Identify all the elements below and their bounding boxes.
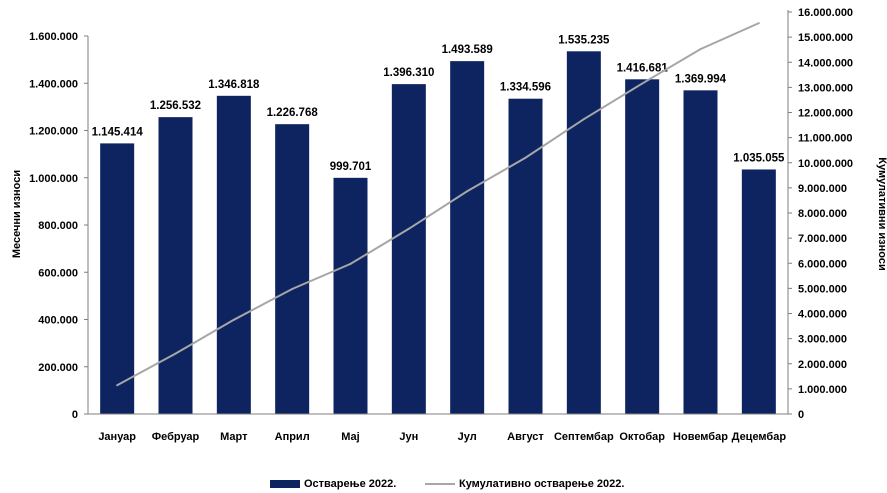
line-point: [116, 384, 119, 387]
left-tick-label: 200.000: [38, 362, 78, 374]
cumulative-line: [116, 22, 760, 387]
category-labels: Јануар Фебруар Март Април Мај Јун Јул Август Сеп…: [98, 431, 786, 443]
bar-data-label: 1.346.818: [208, 79, 260, 91]
left-tick-label: 1.000.000: [29, 173, 78, 185]
left-tick-label: 1.200.000: [29, 126, 78, 138]
left-tick-label: 400.000: [38, 315, 78, 327]
bar: [158, 117, 193, 414]
line-point: [407, 227, 410, 230]
bar-data-label: 1.145.414: [92, 126, 144, 138]
left-tick-label: 0: [72, 409, 78, 421]
legend-label-bar: Остварење 2022.: [304, 478, 397, 490]
left-tick-label: 1.600.000: [29, 31, 78, 43]
line-point: [699, 48, 702, 51]
bar: [683, 90, 718, 414]
bar-data-label: 1.334.596: [500, 82, 551, 94]
bar-data-label: 1.369.994: [675, 73, 727, 85]
left-axis-ticks: 0 200.000 400.000 600.000 800.000 1.000.000 1.…: [29, 31, 88, 421]
bar: [216, 95, 251, 415]
axes: [87, 10, 789, 415]
category-label: Новембар: [673, 431, 728, 443]
right-tick-label: 1.000.000: [798, 384, 847, 396]
category-label: Децембар: [732, 431, 787, 443]
line-point: [232, 318, 235, 321]
category-label: Март: [220, 431, 248, 443]
line-point: [757, 22, 760, 25]
bar-data-label: 1.256.532: [150, 100, 201, 112]
category-label: Јун: [399, 431, 418, 443]
right-tick-label: 13.000.000: [798, 82, 853, 94]
category-label: Јануар: [98, 431, 136, 443]
bar: [333, 177, 368, 414]
line-point: [641, 82, 644, 85]
category-label: Фебруар: [152, 431, 200, 443]
category-label: Мај: [341, 431, 359, 443]
right-axis-title: Кумулативни износи: [876, 157, 887, 270]
legend-item-bar: Остварење 2022.: [270, 478, 396, 490]
bar: [508, 98, 543, 415]
left-tick-label: 1.400.000: [29, 78, 78, 90]
line-point: [174, 352, 177, 355]
bar-data-label: 1.416.681: [617, 62, 669, 74]
bar-series: 1.145.414 1.256.532 1.346.818 1.226.768 999.…: [92, 34, 785, 415]
left-tick-label: 600.000: [38, 267, 78, 279]
line-point: [291, 287, 294, 290]
legend-swatch-bar: [270, 480, 300, 488]
category-label: Септембар: [554, 431, 614, 443]
line-point: [582, 118, 585, 121]
line-point: [466, 190, 469, 193]
bar-data-label: 1.535.235: [558, 34, 610, 46]
bar-data-label: 999.701: [330, 161, 372, 173]
line-point: [524, 156, 527, 159]
legend-swatch-line: [425, 483, 455, 485]
line-series: [116, 22, 760, 387]
category-label: Август: [507, 431, 544, 443]
bar: [391, 84, 426, 414]
right-tick-label: 0: [798, 409, 804, 421]
right-tick-label: 12.000.000: [798, 108, 853, 120]
right-tick-label: 4.000.000: [798, 309, 847, 321]
legend-label-line: Кумулативно остварење 2022.: [459, 478, 625, 490]
right-tick-label: 3.000.000: [798, 334, 847, 346]
right-tick-label: 7.000.000: [798, 233, 847, 245]
right-tick-label: 5.000.000: [798, 283, 847, 295]
left-axis-title: Месечни износи: [11, 170, 23, 258]
bar-data-label: 1.396.310: [383, 67, 434, 79]
bar-data-label: 1.035.055: [733, 152, 785, 164]
bar: [566, 51, 601, 415]
right-tick-label: 14.000.000: [798, 57, 853, 69]
legend: Остварење 2022. Кумулативно остварење 20…: [0, 478, 887, 492]
bar: [275, 124, 310, 415]
right-axis-ticks: 0 1.000.000 2.000.000 3.000.000 4.000.000 5.0…: [788, 7, 853, 421]
right-tick-label: 8.000.000: [798, 208, 847, 220]
left-tick-label: 800.000: [38, 220, 78, 232]
right-tick-label: 9.000.000: [798, 183, 847, 195]
bar: [100, 143, 135, 414]
right-tick-label: 6.000.000: [798, 258, 847, 270]
bar: [625, 79, 660, 414]
right-tick-label: 16.000.000: [798, 7, 853, 19]
bar-data-label: 1.226.768: [267, 107, 319, 119]
line-point: [349, 262, 352, 265]
legend-item-line: Кумулативно остварење 2022.: [425, 478, 624, 490]
right-tick-label: 11.000.000: [798, 133, 852, 145]
bar: [741, 169, 776, 414]
right-tick-label: 15.000.000: [798, 32, 853, 44]
bar: [450, 61, 485, 415]
right-tick-label: 10.000.000: [798, 158, 853, 170]
bar-data-label: 1.493.589: [442, 44, 493, 56]
category-label: Април: [275, 431, 310, 443]
category-label: Јул: [458, 431, 477, 443]
category-label: Октобар: [619, 431, 665, 443]
right-tick-label: 2.000.000: [798, 359, 847, 371]
